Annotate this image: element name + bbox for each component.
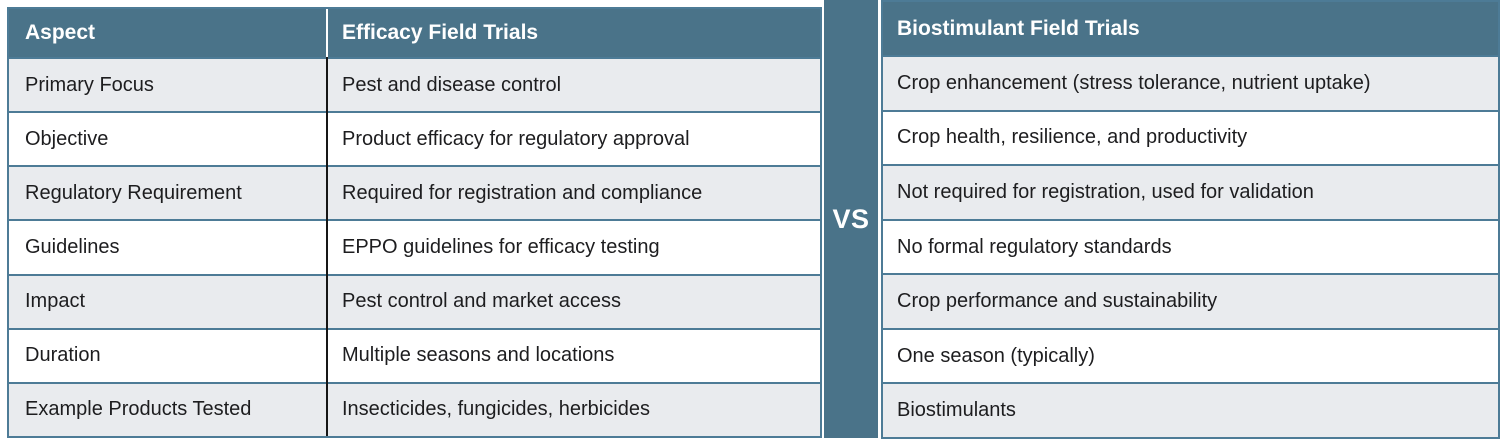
table-header-row: Biostimulant Field Trials bbox=[883, 2, 1498, 55]
table-row: Primary Focus Pest and disease control bbox=[9, 57, 820, 112]
efficacy-value-cell: Required for registration and compliance bbox=[342, 181, 703, 204]
biostimulant-value-cell: Crop performance and sustainability bbox=[897, 290, 1218, 313]
aspect-cell: Objective bbox=[25, 127, 109, 150]
table-row: Duration Multiple seasons and locations bbox=[9, 327, 820, 382]
aspect-cell: Example Products Tested bbox=[25, 398, 252, 421]
table-row: Crop health, resilience, and productivit… bbox=[883, 109, 1498, 165]
table-row: No formal regulatory standards bbox=[883, 218, 1498, 274]
aspect-cell: Regulatory Requirement bbox=[25, 181, 242, 204]
biostimulant-column-header: Biostimulant Field Trials bbox=[897, 16, 1140, 40]
table-row: Objective Product efficacy for regulator… bbox=[9, 111, 820, 166]
table-row: Biostimulants bbox=[883, 382, 1498, 438]
biostimulant-value-cell: Not required for registration, used for … bbox=[897, 180, 1314, 203]
table-row: Impact Pest control and market access bbox=[9, 273, 820, 328]
efficacy-value-cell: EPPO guidelines for efficacy testing bbox=[342, 235, 660, 258]
efficacy-value-cell: Multiple seasons and locations bbox=[342, 344, 615, 367]
table-row: Regulatory Requirement Required for regi… bbox=[9, 165, 820, 220]
aspect-cell: Guidelines bbox=[25, 235, 120, 258]
biostimulant-value-cell: Crop health, resilience, and productivit… bbox=[897, 126, 1248, 149]
biostimulant-value-cell: Biostimulants bbox=[897, 399, 1016, 422]
table-row: Crop performance and sustainability bbox=[883, 273, 1498, 328]
table-row: Guidelines EPPO guidelines for efficacy … bbox=[9, 219, 820, 274]
efficacy-value-cell: Product efficacy for regulatory approval bbox=[342, 127, 690, 150]
vs-divider: VS bbox=[824, 0, 878, 438]
table-header-row: Aspect Efficacy Field Trials bbox=[9, 9, 820, 57]
efficacy-value-cell: Pest and disease control bbox=[342, 73, 562, 96]
aspect-cell: Impact bbox=[25, 290, 86, 313]
aspect-cell: Primary Focus bbox=[25, 73, 154, 96]
biostimulant-value-cell: One season (typically) bbox=[897, 344, 1095, 367]
efficacy-value-cell: Pest control and market access bbox=[342, 290, 622, 313]
efficacy-column-header: Efficacy Field Trials bbox=[326, 9, 820, 57]
table-row: Not required for registration, used for … bbox=[883, 164, 1498, 219]
biostimulant-value-cell: No formal regulatory standards bbox=[897, 235, 1172, 258]
table-row: One season (typically) bbox=[883, 327, 1498, 383]
biostimulant-value-cell: Crop enhancement (stress tolerance, nutr… bbox=[897, 71, 1371, 94]
table-row: Example Products Tested Insecticides, fu… bbox=[9, 381, 820, 436]
efficacy-value-cell: Insecticides, fungicides, herbicides bbox=[342, 398, 650, 421]
aspect-cell: Duration bbox=[25, 344, 101, 367]
aspect-column-header: Aspect bbox=[25, 21, 96, 44]
column-separator-line bbox=[326, 57, 328, 436]
biostimulant-comparison-table: Biostimulant Field Trials Crop enhanceme… bbox=[881, 0, 1500, 439]
vs-label: VS bbox=[832, 203, 870, 234]
table-row: Crop enhancement (stress tolerance, nutr… bbox=[883, 55, 1498, 110]
efficacy-comparison-table: Aspect Efficacy Field Trials Primary Foc… bbox=[7, 7, 822, 438]
